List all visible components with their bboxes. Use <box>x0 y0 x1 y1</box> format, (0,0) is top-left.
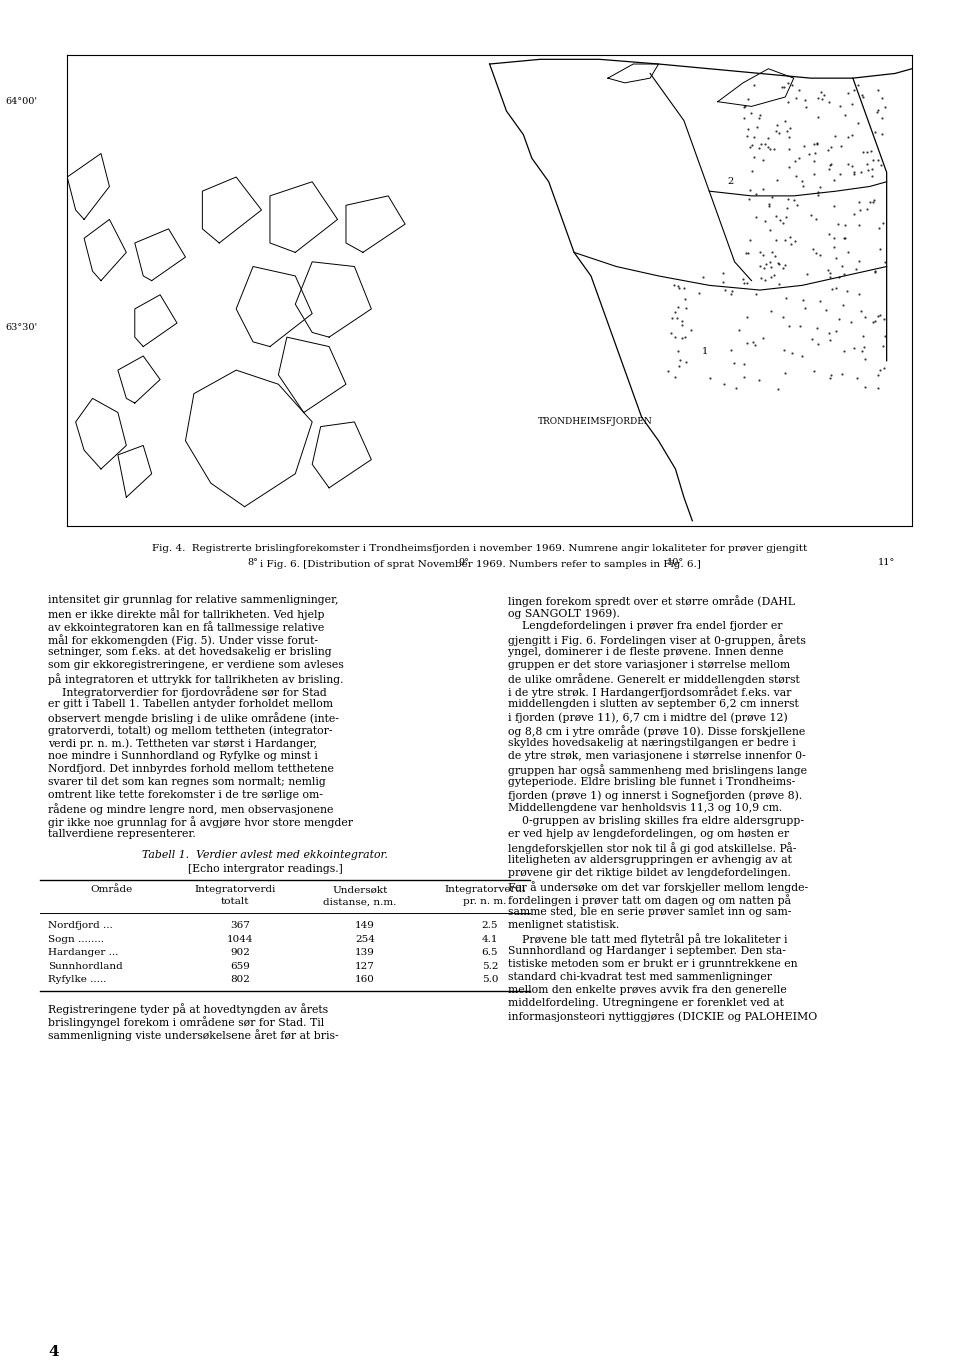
Text: 4: 4 <box>48 1345 59 1360</box>
Text: yngel, dominerer i de fleste prøvene. Innen denne: yngel, dominerer i de fleste prøvene. In… <box>508 647 783 658</box>
Text: 10°: 10° <box>667 558 684 568</box>
Text: 5.2: 5.2 <box>482 962 498 971</box>
Text: Hardanger ...: Hardanger ... <box>48 949 118 957</box>
Text: 1044: 1044 <box>227 935 253 943</box>
Text: middelfordeling. Utregningene er forenklet ved at: middelfordeling. Utregningene er forenkl… <box>508 998 784 1009</box>
Text: pr. n. m.: pr. n. m. <box>464 897 507 906</box>
Text: 9°: 9° <box>459 558 469 568</box>
Text: middellengden i slutten av september 6,2 cm innerst: middellengden i slutten av september 6,2… <box>508 699 799 710</box>
Text: gruppen er det store variasjoner i størrelse mellom: gruppen er det store variasjoner i størr… <box>508 661 790 670</box>
Text: TRONDHEIMSFJORDEN: TRONDHEIMSFJORDEN <box>538 418 653 426</box>
Text: Ryfylke .....: Ryfylke ..... <box>48 975 107 984</box>
Text: menlignet statistisk.: menlignet statistisk. <box>508 920 619 931</box>
Text: Integratorverdier for fjordovrådene sør for Stad: Integratorverdier for fjordovrådene sør … <box>48 687 326 699</box>
Text: på integratoren et uttrykk for tallrikheten av brisling.: på integratoren et uttrykk for tallrikhe… <box>48 673 344 685</box>
Text: rådene og mindre lengre nord, men observasjonene: rådene og mindre lengre nord, men observ… <box>48 804 333 815</box>
Text: lengdeforskjellen stor nok til å gi god atskillelse. På-: lengdeforskjellen stor nok til å gi god … <box>508 842 797 854</box>
Text: som gir ekkoregistreringene, er verdiene som avleses: som gir ekkoregistreringene, er verdiene… <box>48 661 344 670</box>
Text: 139: 139 <box>355 949 375 957</box>
Text: 2.5: 2.5 <box>482 921 498 931</box>
Text: omtrent like tette forekomster i de tre sørlige om-: omtrent like tette forekomster i de tre … <box>48 790 323 800</box>
Text: 6.5: 6.5 <box>482 949 498 957</box>
Text: Middellengdene var henholdsvis 11,3 og 10,9 cm.: Middellengdene var henholdsvis 11,3 og 1… <box>508 804 782 814</box>
Text: skyldes hovedsakelig at næringstilgangen er bedre i: skyldes hovedsakelig at næringstilgangen… <box>508 738 796 748</box>
Text: Sogn ........: Sogn ........ <box>48 935 104 943</box>
Text: gjengitt i Fig. 6. Fordelingen viser at 0-gruppen, årets: gjengitt i Fig. 6. Fordelingen viser at … <box>508 635 805 646</box>
Text: og 8,8 cm i ytre område (prøve 10). Disse forskjellene: og 8,8 cm i ytre område (prøve 10). Diss… <box>508 725 805 737</box>
Text: fjorden (prøve 1) og innerst i Sognefjorden (prøve 8).: fjorden (prøve 1) og innerst i Sognefjor… <box>508 790 803 801</box>
Text: mellom den enkelte prøves avvik fra den generelle: mellom den enkelte prøves avvik fra den … <box>508 986 787 995</box>
Text: [Echo intergrator readings.]: [Echo intergrator readings.] <box>187 864 343 875</box>
Text: Nordfjord ...: Nordfjord ... <box>48 921 112 931</box>
Text: gir ikke noe grunnlag for å avgjøre hvor store mengder: gir ikke noe grunnlag for å avgjøre hvor… <box>48 816 353 829</box>
Text: er gitt i Tabell 1. Tabellen antyder forholdet mellom: er gitt i Tabell 1. Tabellen antyder for… <box>48 699 333 710</box>
Text: observert mengde brisling i de ulike områdene (inte-: observert mengde brisling i de ulike omr… <box>48 713 339 725</box>
Text: 160: 160 <box>355 975 375 984</box>
Text: de ulike områdene. Generelt er middellengden størst: de ulike områdene. Generelt er middellen… <box>508 673 800 685</box>
Text: Registreringene tyder på at hovedtyngden av årets: Registreringene tyder på at hovedtyngden… <box>48 1003 328 1014</box>
Text: i fjorden (prøve 11), 6,7 cm i midtre del (prøve 12): i fjorden (prøve 11), 6,7 cm i midtre de… <box>508 713 788 723</box>
Text: 64°00': 64°00' <box>6 97 37 106</box>
Text: 1: 1 <box>702 347 708 356</box>
Text: i Fig. 6. [Distribution of sprat November 1969. Numbers refer to samples in Fig.: i Fig. 6. [Distribution of sprat Novembe… <box>259 560 701 568</box>
Text: men er ikke direkte mål for tallrikheten. Ved hjelp: men er ikke direkte mål for tallrikheten… <box>48 609 324 620</box>
Text: Sunnhordland: Sunnhordland <box>48 962 123 971</box>
Text: gruppen har også sammenheng med brislingens lange: gruppen har også sammenheng med brisling… <box>508 764 807 777</box>
Text: Nordfjord. Det innbyrdes forhold mellom tetthetene: Nordfjord. Det innbyrdes forhold mellom … <box>48 764 334 774</box>
Text: de ytre strøk, men variasjonene i størrelse innenfor 0-: de ytre strøk, men variasjonene i større… <box>508 751 805 762</box>
Text: sammenligning viste undersøkelsene året før at bris-: sammenligning viste undersøkelsene året … <box>48 1029 339 1040</box>
Text: liteligheten av aldersgruppringen er avhengig av at: liteligheten av aldersgruppringen er avh… <box>508 856 792 865</box>
Text: 8°: 8° <box>248 558 258 568</box>
Text: gyteperiode. Eldre brisling ble funnet i Trondheims-: gyteperiode. Eldre brisling ble funnet i… <box>508 777 795 788</box>
Text: Tabell 1.  Verdier avlest med ekkointegrator.: Tabell 1. Verdier avlest med ekkointegra… <box>142 850 388 860</box>
Text: 149: 149 <box>355 921 375 931</box>
Text: mål for ekkomengden (Fig. 5). Under visse forut-: mål for ekkomengden (Fig. 5). Under viss… <box>48 635 318 646</box>
Text: i de ytre strøk. I Hardangerfjordsområdet f.eks. var: i de ytre strøk. I Hardangerfjordsområde… <box>508 687 791 699</box>
Text: 902: 902 <box>230 949 250 957</box>
Text: tallverdiene representerer.: tallverdiene representerer. <box>48 830 196 839</box>
Text: 5.0: 5.0 <box>482 975 498 984</box>
Text: 254: 254 <box>355 935 375 943</box>
Text: intensitet gir grunnlag for relative sammenligninger,: intensitet gir grunnlag for relative sam… <box>48 595 339 606</box>
Text: setninger, som f.eks. at det hovedsakelig er brisling: setninger, som f.eks. at det hovedsakeli… <box>48 647 331 658</box>
Text: Fig. 4.  Registrerte brislingforekomster i Trondheimsfjorden i november 1969. Nu: Fig. 4. Registrerte brislingforekomster … <box>153 543 807 553</box>
Text: 0-gruppen av brisling skilles fra eldre aldersgrupp-: 0-gruppen av brisling skilles fra eldre … <box>508 816 804 826</box>
Text: noe mindre i Sunnhordland og Ryfylke og minst i: noe mindre i Sunnhordland og Ryfylke og … <box>48 751 318 762</box>
Text: lingen forekom spredt over et større område (DAHL: lingen forekom spredt over et større omr… <box>508 595 795 607</box>
Text: prøvene gir det riktige bildet av lengdefordelingen.: prøvene gir det riktige bildet av lengde… <box>508 868 791 878</box>
Text: 127: 127 <box>355 962 375 971</box>
Text: Integratorverdi: Integratorverdi <box>194 886 276 894</box>
Text: av ekkointegratoren kan en få tallmessige relative: av ekkointegratoren kan en få tallmessig… <box>48 621 324 633</box>
Text: 802: 802 <box>230 975 250 984</box>
Text: verdi pr. n. m.). Tettheten var størst i Hardanger,: verdi pr. n. m.). Tettheten var størst i… <box>48 738 317 749</box>
Text: 63°30': 63°30' <box>6 324 37 332</box>
Text: 367: 367 <box>230 921 250 931</box>
Text: Undersøkt: Undersøkt <box>332 886 388 894</box>
Text: gratorverdi, totalt) og mellom tettheten (integrator-: gratorverdi, totalt) og mellom tettheten… <box>48 725 332 736</box>
Text: totalt: totalt <box>221 897 250 906</box>
Text: 4.1: 4.1 <box>482 935 498 943</box>
Text: For å undersøke om det var forskjeller mellom lengde-: For å undersøke om det var forskjeller m… <box>508 882 808 893</box>
Text: brislingyngel forekom i områdene sør for Stad. Til: brislingyngel forekom i områdene sør for… <box>48 1016 324 1028</box>
Text: Integratorverdi: Integratorverdi <box>444 886 526 894</box>
Text: svarer til det som kan regnes som normalt; nemlig: svarer til det som kan regnes som normal… <box>48 777 325 788</box>
Text: samme sted, ble en serie prøver samlet inn og sam-: samme sted, ble en serie prøver samlet i… <box>508 908 791 917</box>
Text: Område: Område <box>90 886 132 894</box>
Text: 11°: 11° <box>878 558 896 568</box>
Text: Sunnhordland og Hardanger i september. Den sta-: Sunnhordland og Hardanger i september. D… <box>508 946 786 957</box>
Text: fordelingen i prøver tatt om dagen og om natten på: fordelingen i prøver tatt om dagen og om… <box>508 894 791 906</box>
Text: Lengdefordelingen i prøver fra endel fjorder er: Lengdefordelingen i prøver fra endel fjo… <box>508 621 782 632</box>
Text: standard chi-kvadrat test med sammenligninger: standard chi-kvadrat test med sammenlign… <box>508 972 772 983</box>
Text: og SANGOLT 1969).: og SANGOLT 1969). <box>508 609 620 620</box>
Text: tistiske metoden som er brukt er i grunntrekkene en: tistiske metoden som er brukt er i grunn… <box>508 960 798 969</box>
Text: 659: 659 <box>230 962 250 971</box>
Text: er ved hjelp av lengdefordelingen, og om høsten er: er ved hjelp av lengdefordelingen, og om… <box>508 830 789 839</box>
Text: distanse, n.m.: distanse, n.m. <box>324 897 396 906</box>
Text: 2: 2 <box>728 177 733 186</box>
Text: informasjonsteori nyttiggjøres (DICKIE og PALOHEIMO: informasjonsteori nyttiggjøres (DICKIE o… <box>508 1011 817 1022</box>
Text: Prøvene ble tatt med flytetrål på tre lokaliteter i: Prøvene ble tatt med flytetrål på tre lo… <box>508 934 787 945</box>
